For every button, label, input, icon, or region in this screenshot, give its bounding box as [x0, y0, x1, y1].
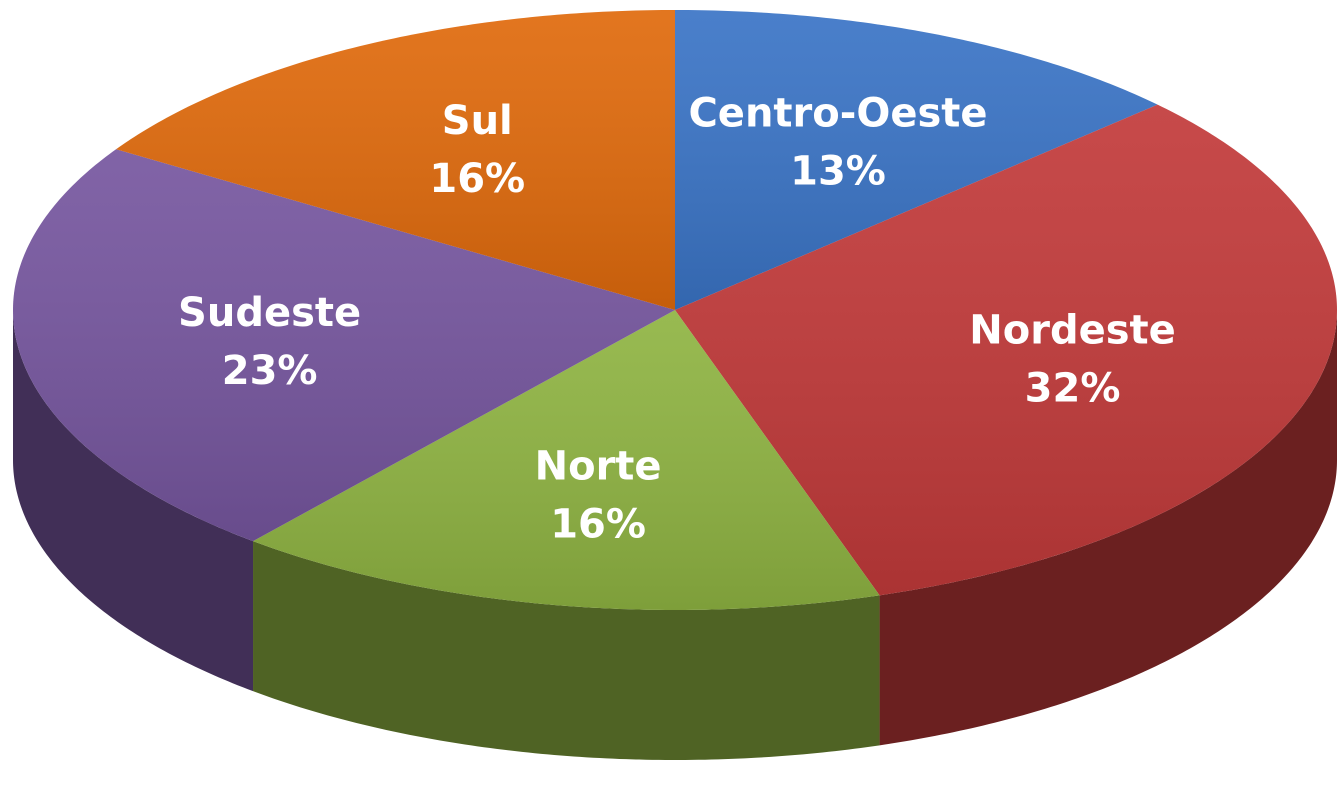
value-label: 13% [790, 148, 886, 194]
value-label: 23% [222, 348, 318, 394]
labels: Centro-Oeste 13% Nordeste 32% Norte 16% Sudest… [178, 90, 1176, 547]
slice-side [253, 541, 880, 760]
value-label: 16% [550, 502, 646, 548]
slice-label: Sul [442, 98, 513, 144]
sides [13, 310, 1337, 760]
slice-label: Nordeste [969, 307, 1176, 353]
slice-side [879, 310, 1337, 746]
slice-shade [675, 10, 1158, 310]
slice-label: Norte [535, 444, 662, 490]
value-label: 32% [1025, 365, 1121, 411]
value-label: 16% [429, 156, 525, 202]
slice-shade [675, 104, 1337, 596]
slice-label: Sudeste [178, 290, 361, 336]
tops [13, 10, 1337, 610]
slice-shade [253, 310, 880, 610]
slice-side [13, 310, 254, 692]
slice-shade [13, 149, 675, 542]
slice-shade [116, 10, 675, 310]
slice-label: Centro-Oeste [688, 90, 987, 136]
